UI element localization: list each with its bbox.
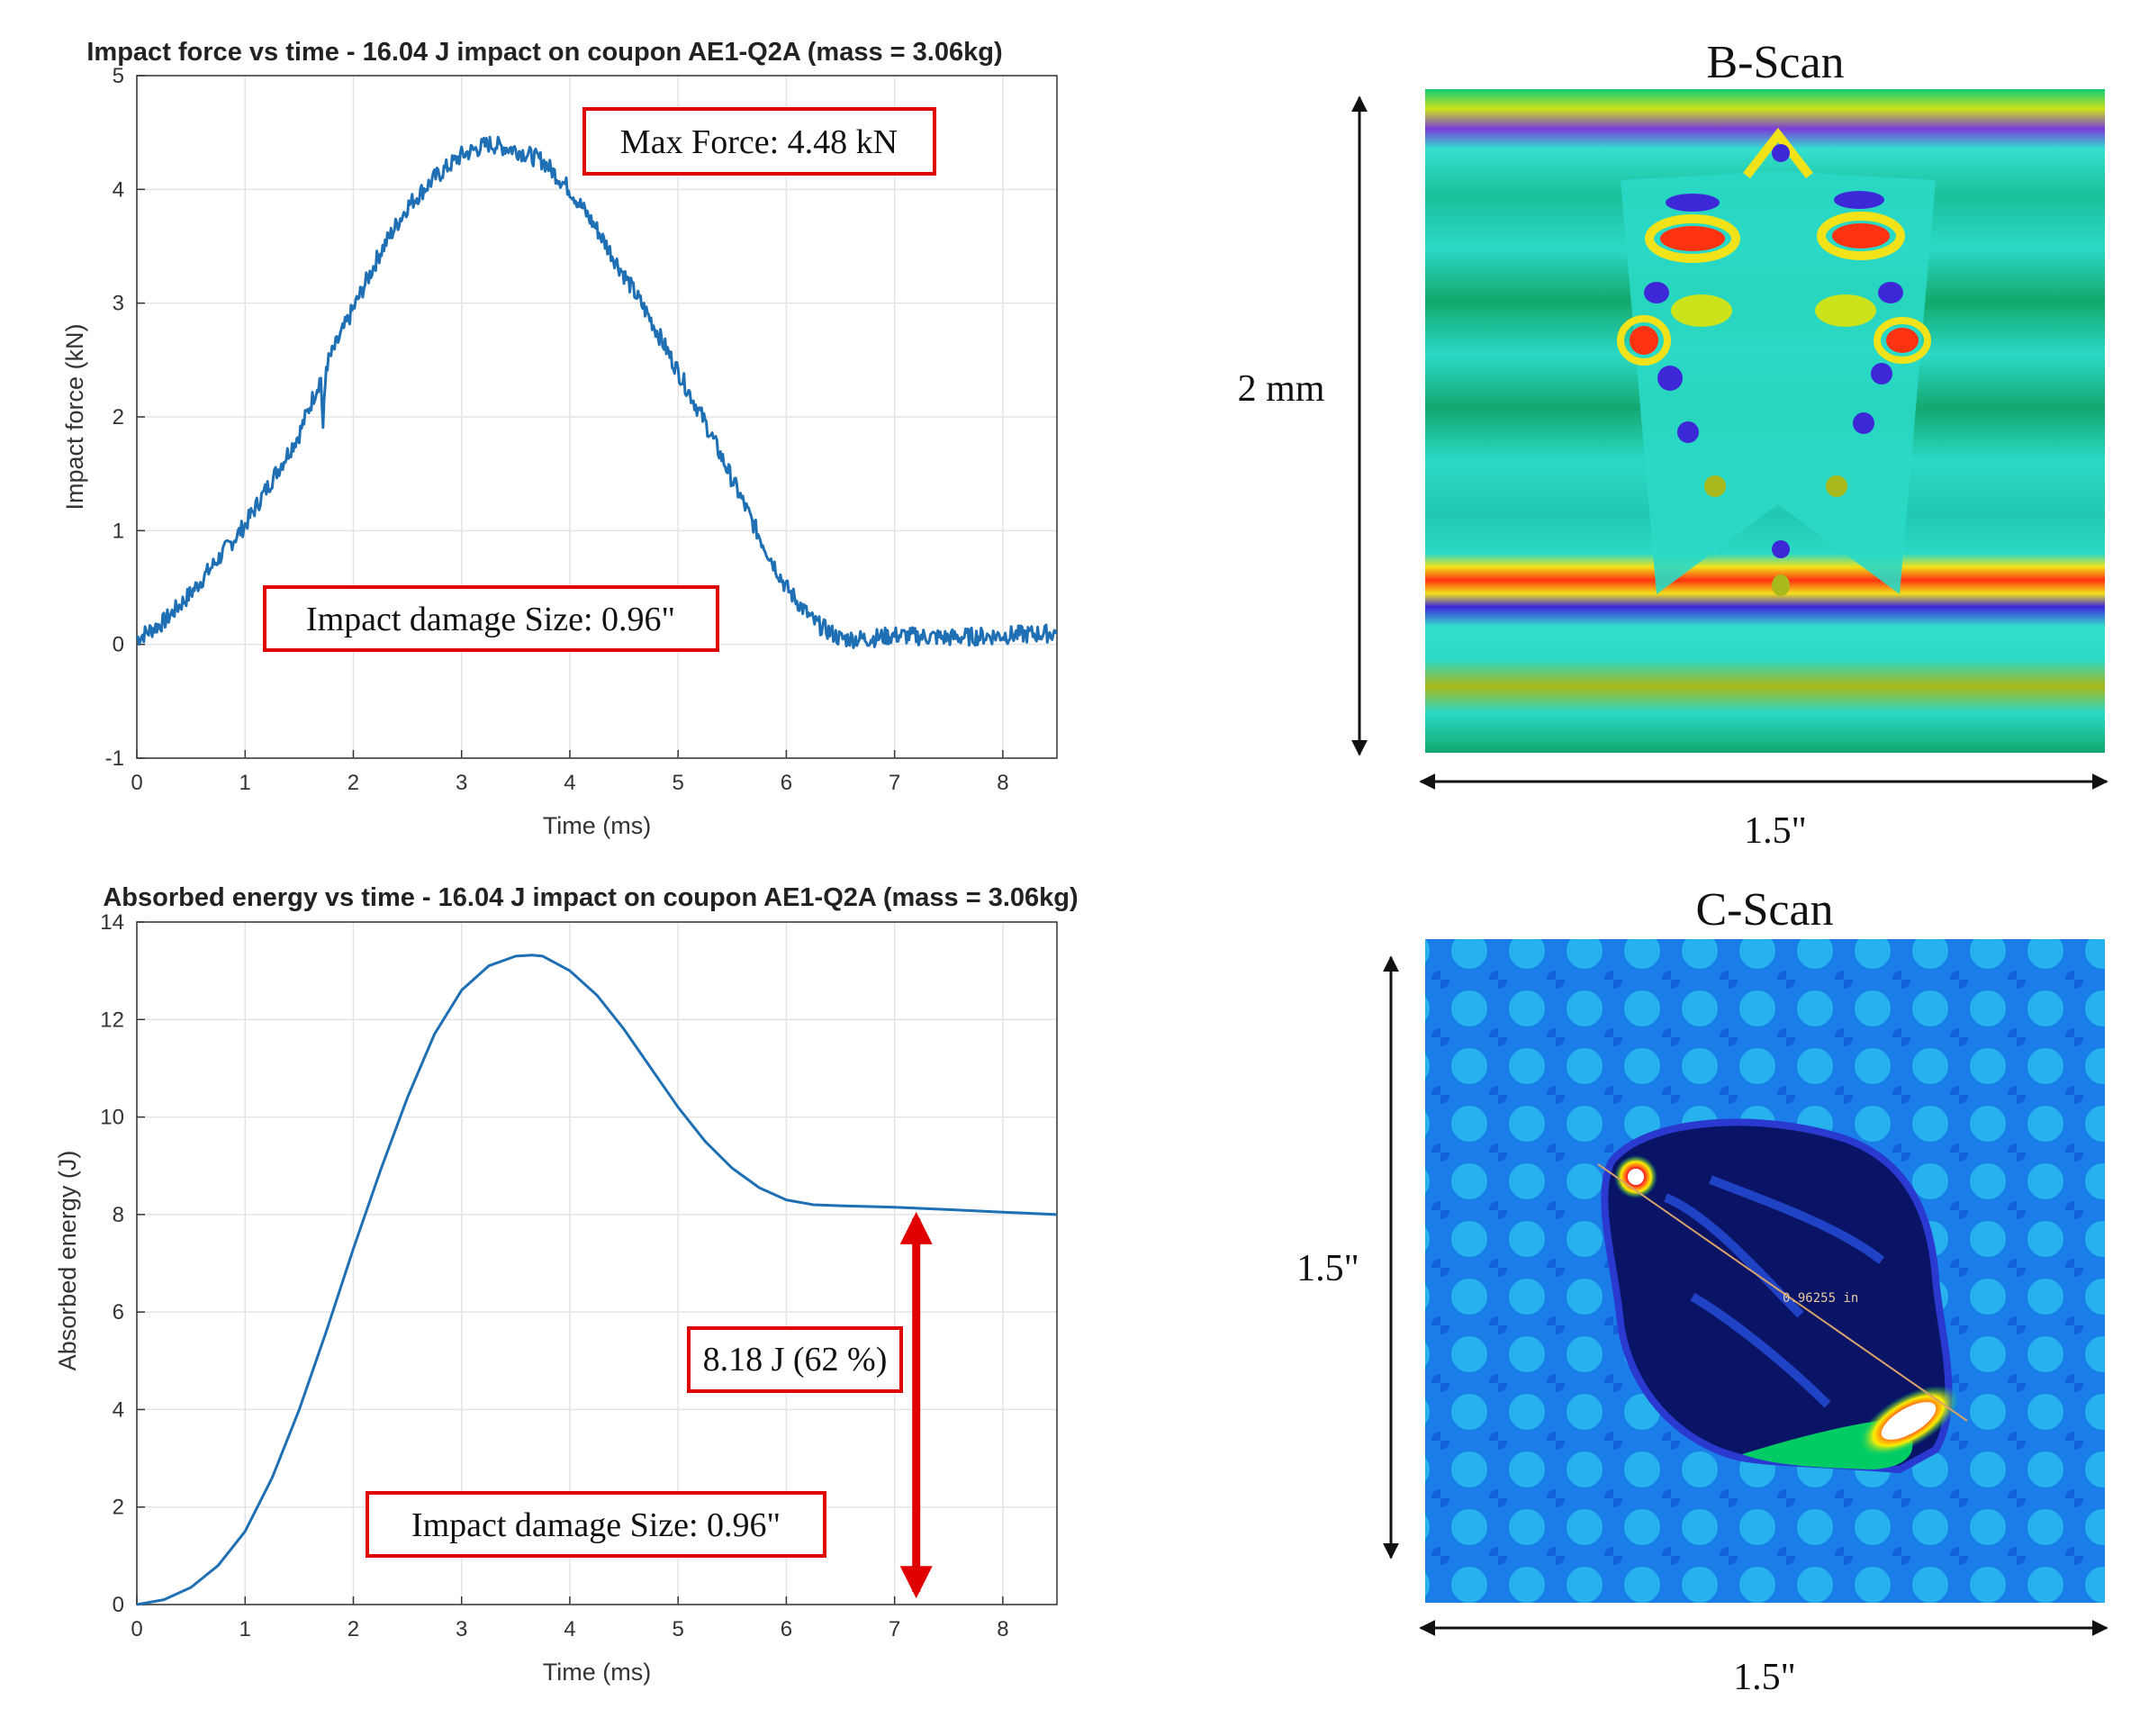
max-force-annotation-box	[582, 107, 936, 176]
b-scan-width-label: 1.5"	[1744, 810, 1807, 852]
b-scan-panel: B-Scan	[1238, 37, 2108, 852]
b-scan-damage-pattern	[1617, 127, 1936, 596]
x-tick-label: 7	[889, 771, 900, 795]
energy-annotation: 8.18 J (62 %)	[703, 1341, 888, 1379]
y-tick-label: 1	[113, 519, 124, 543]
y-tick-label: 0	[113, 633, 124, 657]
y-tick-label: 0	[113, 1593, 124, 1617]
x-tick-label: 7	[889, 1617, 900, 1641]
x-tick-label: 0	[131, 771, 142, 795]
y-axis-label: Absorbed energy (J)	[54, 1151, 81, 1371]
y-tick-label: 5	[113, 64, 124, 88]
x-tick-label: 3	[456, 1617, 467, 1641]
y-tick-label: 10	[100, 1106, 124, 1130]
x-tick-label: 6	[781, 1617, 792, 1641]
c-scan-damage-region: 0.96255 in	[1597, 1118, 1968, 1474]
y-tick-label: 3	[113, 292, 124, 316]
tick-labels: 0 1 2 3 4 5 6 7 8 -1 0 1 2 3 4 5	[105, 64, 1009, 795]
c-scan-height-label: 1.5"	[1296, 1248, 1359, 1289]
c-scan-panel: C-Scan 0.96255 in 1.5" 1.5"	[1296, 884, 2108, 1698]
x-tick-label: 1	[239, 1617, 251, 1641]
y-tick-label: 14	[100, 910, 124, 935]
x-tick-label: 6	[781, 771, 792, 795]
x-tick-label: 5	[672, 1617, 683, 1641]
c-scan-width-label: 1.5"	[1733, 1657, 1796, 1698]
plot-area	[136, 921, 1058, 1605]
chart-title: Absorbed energy vs time - 16.04 J impact…	[103, 883, 1078, 912]
y-tick-label: 8	[113, 1203, 124, 1227]
b-scan-title: B-Scan	[1706, 37, 1844, 88]
max-force-annotation: Max Force: 4.48 kN	[620, 123, 898, 161]
x-tick-label: 2	[348, 771, 359, 795]
damage-size-annotation-box	[366, 1491, 826, 1558]
plot-area	[136, 75, 1058, 759]
damage-size-annotation: Impact damage Size: 0.96"	[411, 1506, 781, 1544]
b-scan-height-label: 2 mm	[1238, 368, 1325, 410]
energy-annotation-box	[687, 1326, 903, 1393]
c-scan-title: C-Scan	[1695, 884, 1833, 936]
x-axis-label: Time (ms)	[543, 1659, 651, 1686]
y-tick-label: -1	[105, 746, 124, 771]
y-axis-label: Impact force (kN)	[61, 323, 88, 510]
absorbed-energy-chart: Absorbed energy vs time - 16.04 J impact…	[54, 883, 1079, 1686]
x-tick-label: 8	[997, 1617, 1008, 1641]
x-tick-label: 2	[348, 1617, 359, 1641]
series-line-impact-force	[135, 135, 1058, 649]
y-tick-label: 2	[113, 1496, 124, 1520]
impact-force-chart: Impact force vs time - 16.04 J impact on…	[61, 38, 1058, 839]
c-scan-measurement: 0.96255 in	[1783, 1291, 1858, 1306]
grid	[136, 75, 1057, 759]
x-tick-label: 0	[131, 1617, 142, 1641]
x-tick-label: 5	[672, 771, 683, 795]
x-axis-label: Time (ms)	[543, 812, 651, 839]
x-tick-label: 4	[564, 1617, 575, 1641]
chart-title: Impact force vs time - 16.04 J impact on…	[86, 38, 1002, 67]
damage-size-annotation-box	[263, 585, 719, 652]
y-tick-label: 6	[113, 1300, 124, 1325]
x-tick-label: 3	[456, 771, 467, 795]
y-tick-label: 4	[113, 177, 124, 202]
y-tick-label: 2	[113, 405, 124, 429]
x-tick-label: 1	[239, 771, 251, 795]
x-tick-label: 4	[564, 771, 575, 795]
x-tick-label: 8	[997, 771, 1008, 795]
damage-size-annotation: Impact damage Size: 0.96"	[306, 601, 675, 638]
series-line-absorbed-energy	[136, 954, 1058, 1606]
y-tick-label: 4	[113, 1397, 124, 1422]
y-tick-label: 12	[100, 1008, 124, 1032]
